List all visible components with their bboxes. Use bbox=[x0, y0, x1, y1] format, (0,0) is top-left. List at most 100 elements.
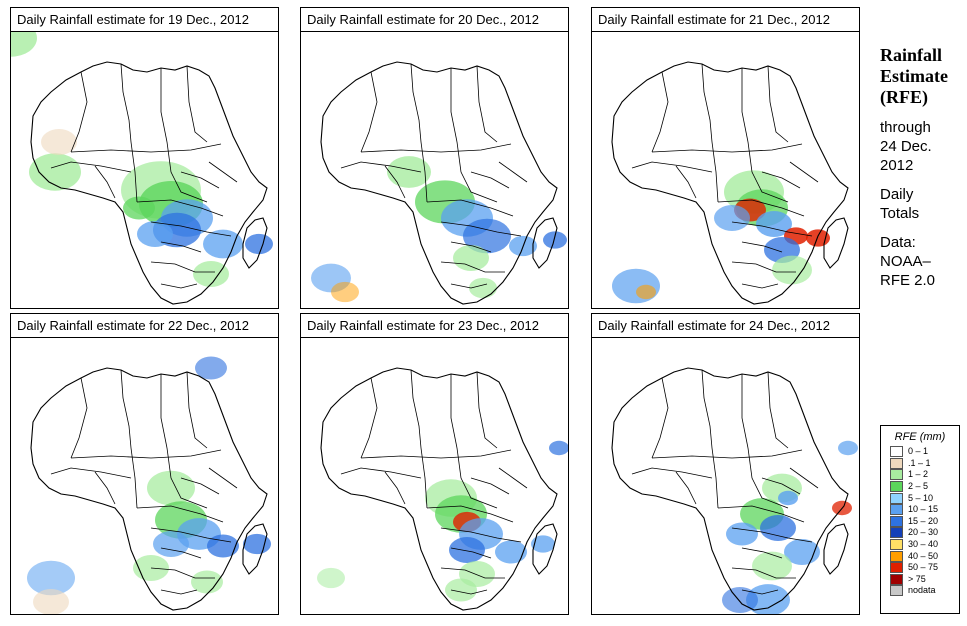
rainfall-area bbox=[463, 218, 511, 254]
country-border bbox=[741, 547, 783, 559]
country-border bbox=[767, 65, 789, 143]
country-border bbox=[120, 369, 132, 449]
country-border bbox=[160, 241, 202, 253]
legend-item: 20 – 30 bbox=[881, 527, 959, 539]
country-border bbox=[456, 447, 498, 509]
country-border bbox=[450, 283, 488, 289]
rainfall-area bbox=[746, 584, 790, 614]
legend-item: 2 – 5 bbox=[881, 481, 959, 493]
country-border bbox=[360, 71, 378, 153]
legend-swatch bbox=[890, 573, 903, 585]
country-border bbox=[410, 369, 422, 449]
rainfall-area bbox=[331, 281, 359, 303]
country-border bbox=[410, 63, 422, 143]
country-border bbox=[440, 221, 522, 237]
legend-label: 1 – 2 bbox=[908, 469, 929, 480]
country-border bbox=[675, 471, 697, 505]
rainfall-area bbox=[752, 551, 792, 581]
map-panel-23-dec: Daily Rainfall estimate for 23 Dec., 201… bbox=[300, 313, 569, 615]
map-panel-19-dec: Daily Rainfall estimate for 19 Dec., 201… bbox=[10, 7, 279, 309]
side-daily-line1: Daily bbox=[880, 186, 914, 203]
rainfall-area bbox=[193, 261, 229, 287]
country-border bbox=[180, 477, 220, 495]
rainfall-area bbox=[203, 229, 243, 259]
country-border bbox=[711, 141, 719, 203]
map-panel-24-dec: Daily Rainfall estimate for 24 Dec., 201… bbox=[591, 313, 860, 615]
legend-item: 0 – 1 bbox=[881, 446, 959, 458]
legend-swatch bbox=[890, 539, 903, 551]
country-border bbox=[701, 63, 713, 143]
side-through: through bbox=[880, 119, 931, 136]
country-border bbox=[160, 68, 168, 143]
coastline bbox=[611, 61, 849, 305]
map-panel-20-dec: Daily Rainfall estimate for 20 Dec., 201… bbox=[300, 7, 569, 309]
country-border bbox=[420, 141, 428, 203]
country-border bbox=[731, 527, 813, 543]
rainfall-area bbox=[449, 537, 485, 563]
country-border bbox=[70, 143, 222, 153]
country-border bbox=[476, 65, 498, 143]
country-border bbox=[186, 371, 208, 449]
country-border bbox=[384, 471, 406, 505]
legend-item: 50 – 75 bbox=[881, 562, 959, 574]
rainfall-area bbox=[27, 560, 75, 596]
rainfall-area bbox=[317, 567, 345, 589]
legend-swatch bbox=[890, 504, 903, 516]
country-border bbox=[717, 199, 805, 217]
legend-item: 15 – 20 bbox=[881, 515, 959, 528]
rainfall-area bbox=[207, 534, 239, 558]
legend-item: > 75 bbox=[881, 573, 959, 586]
rainfall-area bbox=[453, 245, 489, 271]
rainfall-area bbox=[123, 196, 155, 220]
rainfall-area bbox=[445, 578, 477, 602]
country-border bbox=[631, 161, 713, 173]
legend-label: 15 – 20 bbox=[908, 515, 939, 526]
side-daily-line2: Totals bbox=[880, 205, 920, 222]
country-border bbox=[476, 371, 498, 449]
country-border bbox=[166, 141, 208, 203]
rainfall-area bbox=[806, 229, 830, 247]
legend-label: .1 – 1 bbox=[908, 457, 931, 468]
rainfall-area bbox=[245, 233, 273, 255]
legend-swatch bbox=[890, 481, 903, 493]
country-border bbox=[651, 449, 803, 459]
legend-swatch bbox=[890, 469, 903, 481]
legend-label: 30 – 40 bbox=[908, 539, 939, 550]
rainfall-area bbox=[153, 531, 189, 557]
side-title-line1: Rainfall bbox=[880, 45, 943, 65]
side-date-line2: 2012 bbox=[880, 157, 914, 174]
rainfall-area bbox=[722, 587, 758, 613]
coastline bbox=[611, 367, 849, 611]
country-border bbox=[340, 161, 422, 173]
country-border bbox=[450, 68, 458, 143]
side-title-line3: (RFE) bbox=[880, 87, 928, 107]
country-border bbox=[450, 547, 492, 559]
country-border bbox=[120, 63, 132, 143]
country-border bbox=[450, 589, 488, 595]
country-border bbox=[384, 165, 406, 199]
country-border bbox=[150, 567, 215, 579]
country-border bbox=[470, 171, 510, 189]
rainfall-area bbox=[387, 156, 431, 188]
rainfall-area bbox=[33, 589, 69, 614]
country-border bbox=[761, 171, 801, 189]
rainfall-area bbox=[495, 540, 527, 564]
country-border bbox=[701, 369, 713, 449]
country-border bbox=[208, 467, 238, 489]
country-border bbox=[160, 547, 202, 559]
legend-label: 20 – 30 bbox=[908, 527, 939, 538]
rainfall-area bbox=[469, 277, 497, 299]
panel-title: Daily Rainfall estimate for 20 Dec., 201… bbox=[301, 8, 568, 32]
rainfall-map bbox=[301, 32, 568, 308]
country-border bbox=[166, 447, 208, 509]
rainfall-map bbox=[592, 338, 859, 614]
rainfall-map bbox=[11, 338, 278, 614]
rainfall-area bbox=[772, 255, 812, 285]
coastline bbox=[30, 367, 268, 611]
country-border bbox=[747, 447, 789, 509]
legend-swatch bbox=[890, 527, 903, 539]
country-border bbox=[130, 141, 138, 203]
legend-swatch bbox=[890, 457, 903, 469]
panel-title: Daily Rainfall estimate for 24 Dec., 201… bbox=[592, 314, 859, 338]
